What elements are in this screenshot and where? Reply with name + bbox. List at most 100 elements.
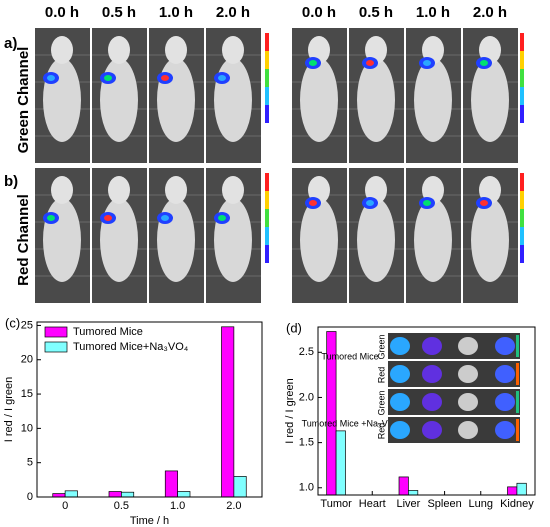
mouse-body [157, 198, 195, 282]
mouse-head [222, 176, 244, 204]
signal [218, 215, 226, 221]
x-axis-label: Time / h [130, 515, 169, 527]
legend-swatch [44, 326, 68, 338]
organ [458, 421, 478, 439]
signal [104, 75, 112, 81]
color-bar [265, 245, 269, 263]
organ [495, 421, 515, 439]
x-tick-label: 2.0 [226, 500, 241, 512]
y-tick-label: 1.5 [299, 437, 314, 449]
organ [390, 393, 410, 411]
organ [422, 421, 442, 439]
signal [47, 215, 55, 221]
signal [366, 60, 374, 66]
organ [422, 337, 442, 355]
mouse-body [357, 58, 395, 142]
legend-swatch [44, 341, 68, 353]
mouse-head [308, 36, 330, 64]
panel-label: a) [4, 35, 17, 52]
time-label: 0.0 h [45, 4, 79, 21]
time-label: 1.0 h [416, 4, 450, 21]
color-bar [520, 245, 524, 263]
mouse-body [471, 58, 509, 142]
color-bar [520, 191, 524, 209]
axes-frame [317, 326, 536, 496]
bar [164, 470, 178, 498]
y-tick-label: 15 [21, 388, 33, 400]
organ [458, 393, 478, 411]
mouse-head [165, 36, 187, 64]
time-label: 0.5 h [102, 4, 136, 21]
x-tick-label: 0 [62, 500, 68, 512]
mouse-body [100, 58, 138, 142]
mouse-body [300, 198, 338, 282]
mouse-head [308, 176, 330, 204]
inset-group-label: Tumored Mice [321, 351, 378, 361]
mouse-body [300, 58, 338, 142]
panel-label: (c) [5, 315, 20, 330]
y-tick-label: 5 [27, 457, 33, 469]
mouse-head [479, 176, 501, 204]
x-tick-label: Spleen [427, 498, 461, 510]
bar [507, 486, 518, 496]
time-label: 0.0 h [302, 4, 336, 21]
color-bar [520, 173, 524, 191]
mouse-head [365, 176, 387, 204]
inset-channel: Green [376, 390, 386, 415]
mouse-head [479, 36, 501, 64]
signal [366, 200, 374, 206]
y-tick-label: 10 [21, 422, 33, 434]
mouse-body [414, 58, 452, 142]
signal [423, 60, 431, 66]
color-bar [265, 191, 269, 209]
organ [390, 365, 410, 383]
row-label: Red Channel [15, 194, 32, 286]
signal [423, 200, 431, 206]
mouse-body [100, 198, 138, 282]
signal [218, 75, 226, 81]
signal [309, 60, 317, 66]
inset-channel: Red [376, 423, 386, 440]
organ [495, 393, 515, 411]
inset-channel: Green [376, 334, 386, 359]
organ [390, 421, 410, 439]
bar [335, 430, 346, 496]
color-bar [265, 87, 269, 105]
signal [47, 75, 55, 81]
mouse-body [414, 198, 452, 282]
signal [309, 200, 317, 206]
mouse-body [471, 198, 509, 282]
axes-frame [36, 321, 263, 498]
y-axis-label: I red / I green [3, 377, 15, 442]
x-tick-label: Kidney [500, 498, 534, 510]
bar [233, 476, 247, 498]
organ [390, 337, 410, 355]
organ [458, 337, 478, 355]
signal [161, 215, 169, 221]
color-bar [265, 105, 269, 123]
time-label: 0.5 h [359, 4, 393, 21]
mouse-head [422, 176, 444, 204]
organ [422, 393, 442, 411]
mouse-body [43, 58, 81, 142]
row-label: Green Channel [15, 47, 32, 154]
color-bar [520, 51, 524, 69]
color-bar [265, 173, 269, 191]
mouse-head [165, 176, 187, 204]
time-label: 2.0 h [216, 4, 250, 21]
time-label: 1.0 h [159, 4, 193, 21]
bar [64, 490, 78, 498]
bar [52, 493, 66, 498]
bar [108, 491, 122, 498]
panel-label: (d) [286, 320, 302, 335]
bar [221, 326, 235, 498]
mouse-body [214, 58, 252, 142]
y-tick-label: 0 [27, 491, 33, 503]
bar [408, 490, 419, 496]
mouse-head [51, 36, 73, 64]
mouse-head [222, 36, 244, 64]
signal [480, 200, 488, 206]
y-tick-label: 25 [21, 319, 33, 331]
color-bar [520, 105, 524, 123]
mouse-body [157, 58, 195, 142]
